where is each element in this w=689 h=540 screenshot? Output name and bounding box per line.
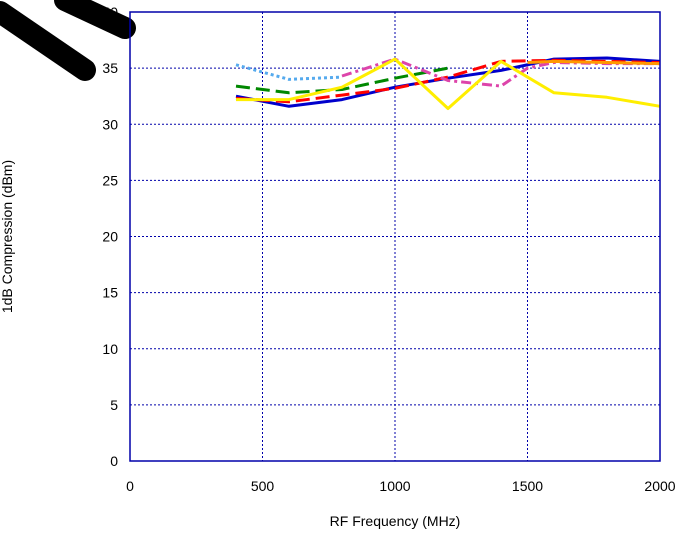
y-tick-label: 25 [102,172,118,188]
y-tick-label: 30 [102,116,118,132]
y-tick-label: 35 [102,60,118,76]
corner-stroke-decoration [0,0,136,81]
y-tick-label: 0 [110,453,118,469]
x-tick-label: 1500 [512,478,543,494]
y-tick-label: 20 [102,229,118,245]
series-line-4 [235,63,343,81]
x-tick-label: 0 [126,478,134,494]
series-line-3 [235,66,449,95]
series-lines [235,56,661,110]
x-axis-label: RF Frequency (MHz) [330,513,461,529]
plot-frame [129,11,661,462]
y-tick-label: 40 [102,4,118,20]
decor [0,0,136,81]
y-tick-label: 10 [102,341,118,357]
x-tick-labels: 0 500 1000 1500 2000 [126,478,676,494]
y-tick-label: 5 [110,397,118,413]
y-tick-labels: 0 5 10 15 20 25 30 35 40 [102,4,118,469]
y-axis-label: 1dB Compression (dBm) [0,160,15,313]
series-line-7 [236,57,661,110]
x-tick-label: 2000 [644,478,675,494]
y-tick-label: 15 [102,285,118,301]
x-tick-label: 500 [251,478,275,494]
series-line-5 [341,57,660,88]
series-line-6 [527,59,661,66]
x-tick-label: 1000 [379,478,410,494]
series-line-2 [235,58,661,104]
